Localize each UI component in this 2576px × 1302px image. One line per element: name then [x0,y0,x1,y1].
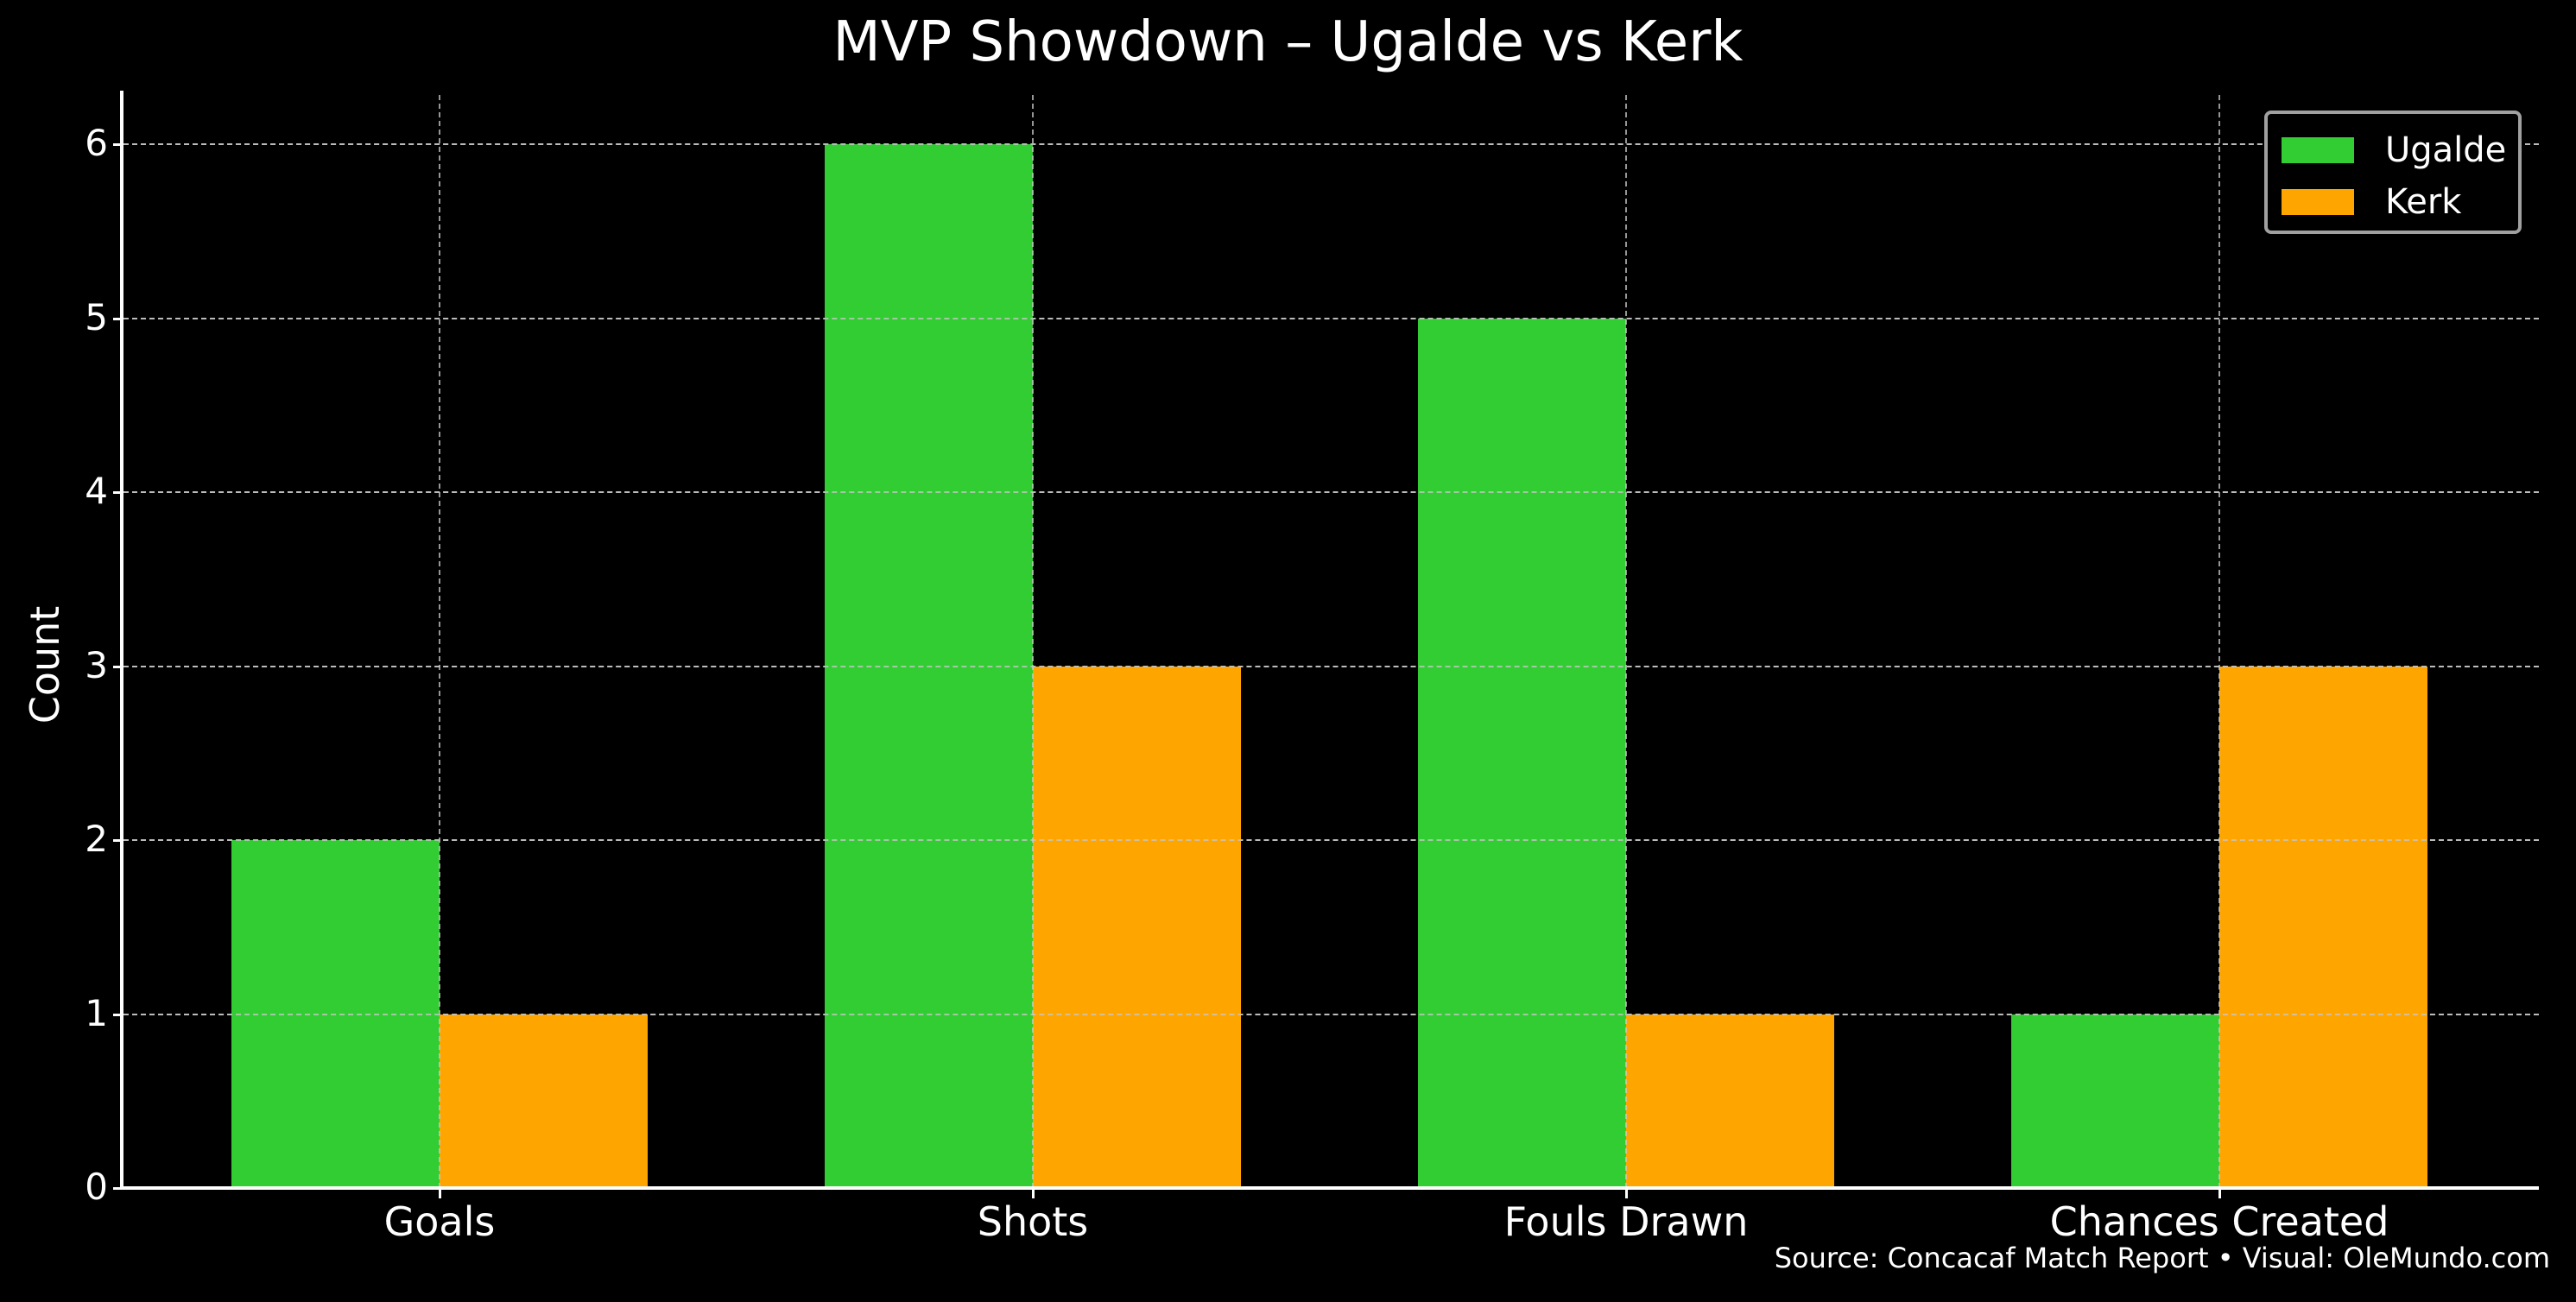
horizontal-grid-line [123,665,2539,667]
horizontal-grid-line [123,317,2539,319]
x-tick-mark [1625,1190,1628,1198]
y-axis-line [120,91,123,1190]
x-tick-mark [1032,1190,1035,1198]
legend-item-kerk: Kerk [2282,182,2462,222]
source-caption: Source: Concacaf Match Report • Visual: … [1774,1242,2550,1274]
y-tick-label: 6 [85,122,108,164]
y-tick-mark [113,143,122,146]
bar-kerk-goals [440,1014,648,1188]
bar-kerk-chances-created [2219,666,2427,1188]
x-tick-label: Fouls Drawn [1503,1198,1749,1245]
y-tick-label: 4 [85,470,108,512]
horizontal-grid-line [123,1013,2539,1015]
legend-label: Ugalde [2385,130,2507,170]
x-tick-label: Chances Created [2049,1198,2389,1245]
horizontal-grid-line [123,317,2539,319]
y-tick-mark [113,1187,122,1190]
bar-ugalde-chances-created [2011,1014,2219,1188]
y-tick-label: 1 [85,991,108,1034]
y-tick-label: 3 [85,643,108,686]
x-axis-line [120,1186,2539,1190]
bar-ugalde-fouls-drawn [1418,318,1626,1188]
y-tick-mark [113,665,122,668]
legend-item-ugalde: Ugalde [2282,130,2507,170]
x-tick-mark [2218,1190,2221,1198]
horizontal-grid-line [123,839,2539,841]
vertical-grid-line [1032,95,1034,1188]
horizontal-grid-line [123,839,2539,841]
horizontal-grid-line [123,143,2539,145]
legend-swatch-kerk [2282,189,2354,215]
bar-ugalde-shots [825,144,1033,1188]
y-tick-mark [113,317,122,320]
y-tick-label: 2 [85,818,108,860]
horizontal-grid-line [123,143,2539,145]
x-tick-label: Goals [383,1198,496,1245]
horizontal-grid-line [123,665,2539,667]
y-axis-title: Count [22,605,68,724]
bar-ugalde-goals [231,840,440,1188]
legend-label: Kerk [2385,182,2462,222]
vertical-grid-line [2218,95,2220,1188]
vertical-grid-line [1625,95,1627,1188]
bar-kerk-fouls-drawn [1626,1014,1834,1188]
legend-swatch-ugalde [2282,137,2354,163]
y-tick-label: 0 [85,1166,108,1208]
x-tick-mark [439,1190,441,1198]
vertical-grid-line [439,95,440,1188]
legend: Ugalde Kerk [2264,111,2522,234]
y-tick-mark [113,1013,122,1016]
bar-kerk-shots [1033,666,1241,1188]
y-tick-label: 5 [85,295,108,338]
horizontal-grid-line [123,491,2539,493]
y-tick-mark [113,839,122,842]
horizontal-grid-line [123,1013,2539,1015]
x-tick-label: Shots [977,1198,1089,1245]
chart-title: MVP Showdown – Ugalde vs Kerk [832,10,1744,74]
y-tick-mark [113,491,122,494]
horizontal-grid-line [123,491,2539,493]
